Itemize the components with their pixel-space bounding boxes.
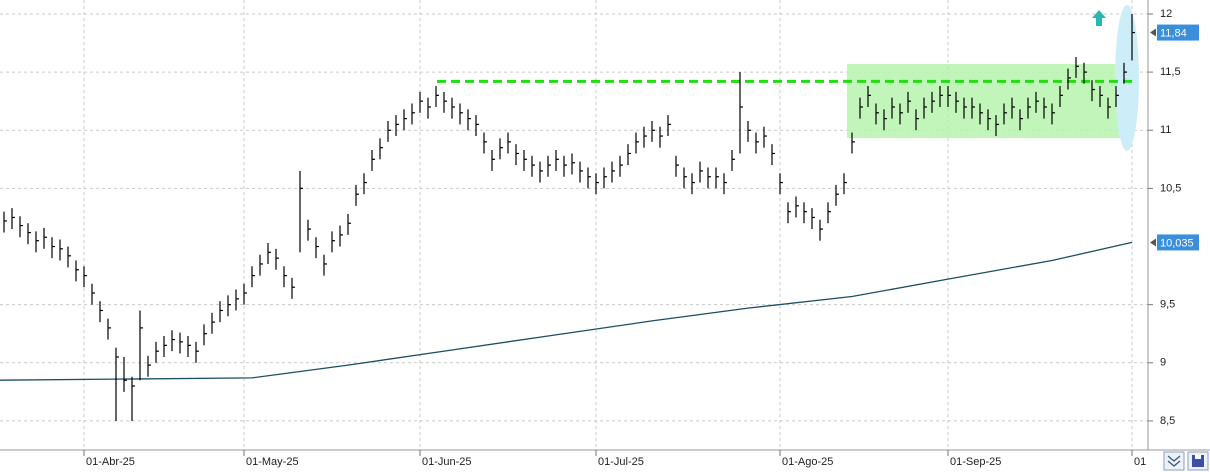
x-tick-label: 01-Jun-25 <box>422 456 472 468</box>
y-tick-label: 11,5 <box>1160 66 1181 78</box>
up-arrow <box>1092 10 1106 26</box>
x-tick-label: 01-May-25 <box>246 456 299 468</box>
collapse-icon <box>1167 455 1181 467</box>
y-tick-label: 9 <box>1160 357 1166 369</box>
axes: 8,5 9 9,5 10,5 11 11,5 12 01-Abr-25 01-May-25 01-… <box>83 8 1199 468</box>
x-tick-label: 01 <box>1134 456 1146 468</box>
x-tick-label: 01-Abr-25 <box>86 456 135 468</box>
price-label: 10,035 <box>1160 237 1194 249</box>
moving-average-line <box>0 241 1133 381</box>
breakout-ellipse <box>1115 5 1139 151</box>
y-tick-label: 9,5 <box>1160 299 1175 311</box>
price-pointer <box>1150 28 1156 37</box>
price-label-box <box>1157 234 1199 251</box>
toolbar <box>1163 451 1209 471</box>
price-pointer <box>1150 238 1156 247</box>
save-icon-label <box>1195 455 1201 459</box>
y-tick-label: 8,5 <box>1160 415 1175 427</box>
price-label: 11,84 <box>1160 27 1187 39</box>
x-tick-label: 01-Sep-25 <box>950 456 1001 468</box>
plot-area <box>0 13 1135 421</box>
price-label-box <box>1157 24 1199 41</box>
y-tick-label: 11 <box>1160 124 1171 136</box>
y-tick-label: 12 <box>1160 8 1172 20</box>
x-tick-label: 01-Ago-25 <box>782 456 833 468</box>
y-tick-label: 10,5 <box>1160 182 1181 194</box>
x-tick-label: 01-Jul-25 <box>598 456 644 468</box>
